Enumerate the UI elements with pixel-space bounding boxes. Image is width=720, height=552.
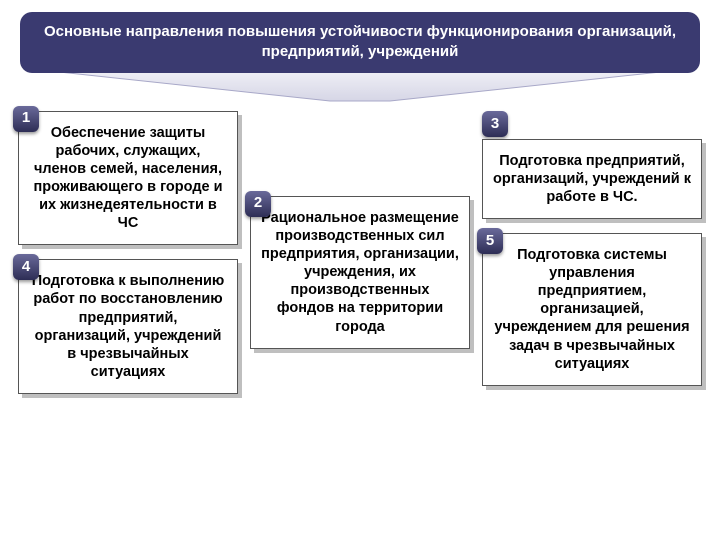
card-2-text: Рациональное размещение производственных… [261, 210, 459, 335]
page-title: Основные направления повышения устойчиво… [20, 12, 700, 73]
badge-3: 3 [482, 111, 508, 137]
card-5: 5 Подготовка системы управления предприя… [482, 233, 702, 386]
columns-container: 1 Обеспечение защиты рабочих, служащих, … [0, 105, 720, 395]
card-1: 1 Обеспечение защиты рабочих, служащих, … [18, 111, 238, 246]
card-5-text: Подготовка системы управления предприяти… [494, 247, 689, 372]
header-region: Основные направления повышения устойчиво… [20, 12, 700, 105]
card-3: Подготовка предприятий, организаций, учр… [482, 139, 702, 219]
card-1-text: Обеспечение защиты рабочих, служащих, чл… [33, 125, 222, 232]
card-3-text: Подготовка предприятий, организаций, учр… [493, 153, 691, 205]
badge-4: 4 [13, 254, 39, 280]
column-right: 3 Подготовка предприятий, организаций, у… [482, 111, 702, 395]
column-left: 1 Обеспечение защиты рабочих, служащих, … [18, 111, 238, 395]
column-middle: 2 Рациональное размещение производственн… [250, 111, 470, 395]
card-3-wrapper: 3 Подготовка предприятий, организаций, у… [482, 111, 702, 219]
badge-2: 2 [245, 191, 271, 217]
badge-1: 1 [13, 106, 39, 132]
funnel-decoration [20, 69, 700, 105]
badge-5: 5 [477, 228, 503, 254]
card-2: 2 Рациональное размещение производственн… [250, 196, 470, 349]
card-4: 4 Подготовка к выполнению работ по восст… [18, 259, 238, 394]
card-4-text: Подготовка к выполнению работ по восстан… [32, 273, 225, 380]
